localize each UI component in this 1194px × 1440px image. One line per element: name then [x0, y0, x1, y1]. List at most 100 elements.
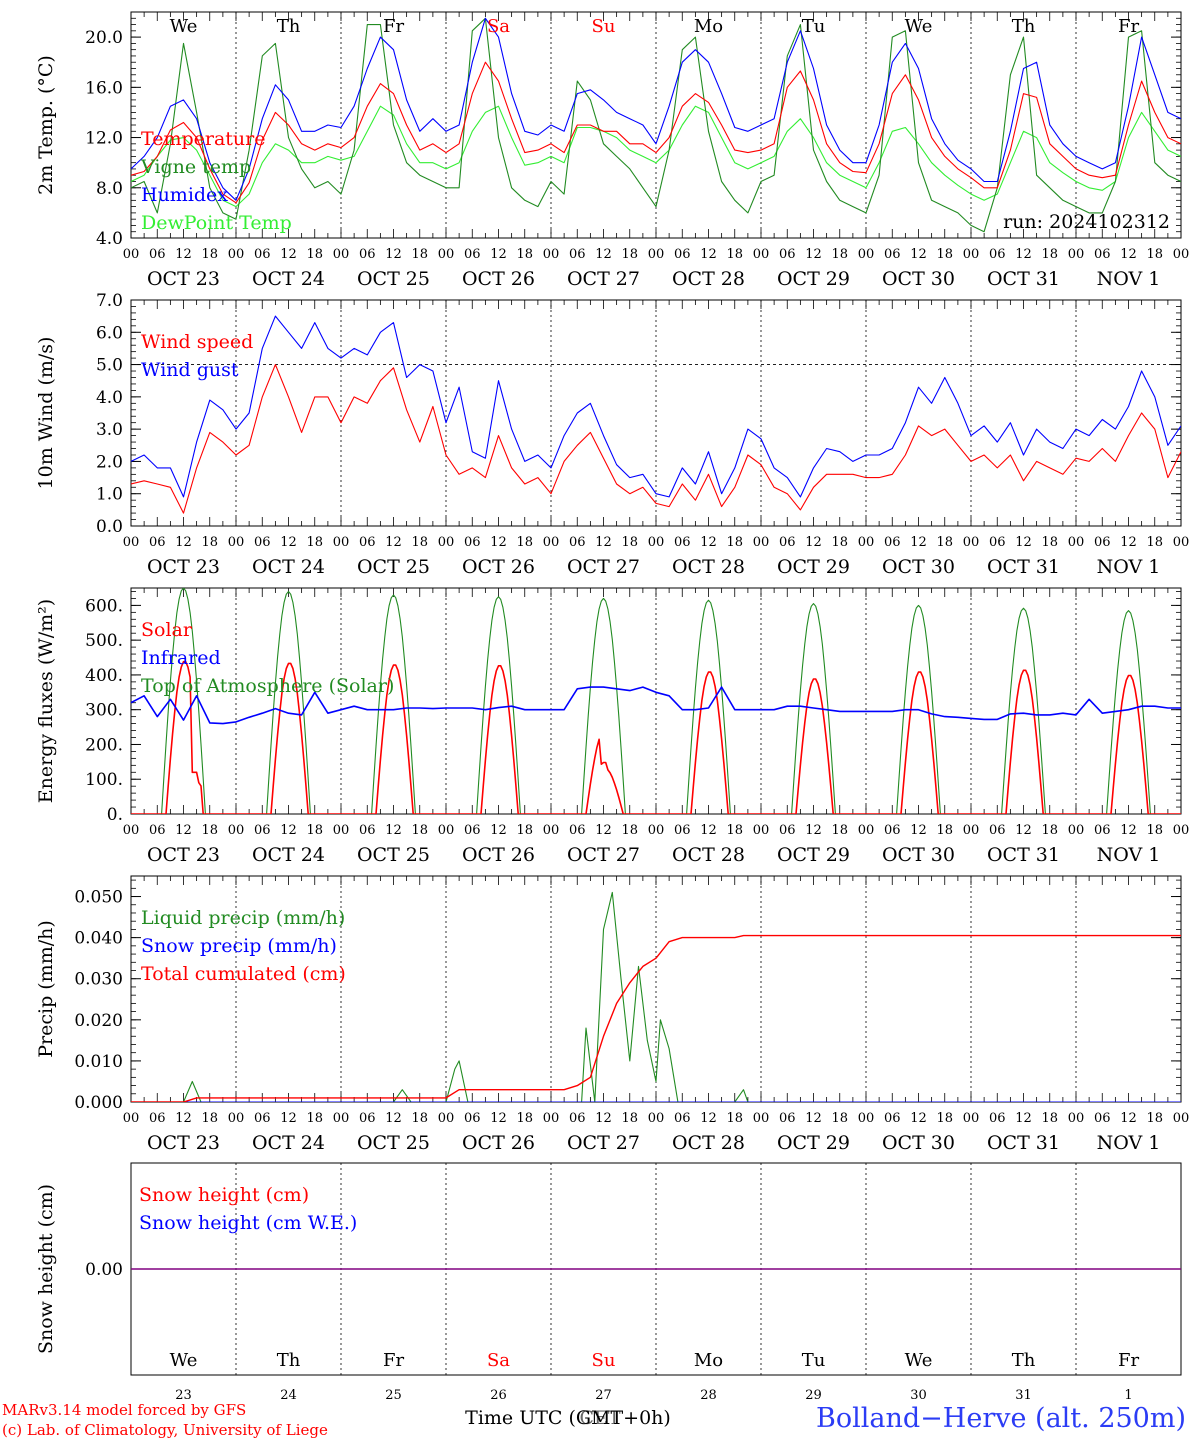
hour-label: 00: [1173, 535, 1190, 550]
series-group: [131, 315, 1181, 514]
hour-label: 12: [910, 1111, 927, 1126]
hour-label: 06: [989, 247, 1006, 262]
hour-label: 18: [621, 1111, 638, 1126]
hour-label: 18: [516, 535, 533, 550]
panel-4: 0.000 0.010 0.020 0.030 0.040 0.050 Precip (mm…: [35, 875, 1189, 1154]
weekday-label: Th: [1012, 1350, 1036, 1371]
hour-label: 12: [385, 823, 402, 838]
weekday-label: Su: [592, 16, 616, 37]
weekday-label: Fr: [1118, 16, 1139, 37]
legend-entry: Infrared: [141, 647, 221, 669]
hour-label: 18: [306, 535, 323, 550]
hour-label: 00: [1068, 823, 1085, 838]
date-label: OCT 27: [567, 844, 640, 866]
legend-entry: Wind speed: [141, 331, 253, 353]
hour-label: 00: [648, 1111, 665, 1126]
hour-label: 06: [149, 247, 166, 262]
hour-label: 06: [149, 1111, 166, 1126]
hour-label: 00: [858, 1111, 875, 1126]
hour-label: 18: [726, 823, 743, 838]
weekday-label: We: [170, 1350, 198, 1371]
day-number-label: 30: [910, 1388, 927, 1403]
hour-label: 06: [464, 247, 481, 262]
y-tick-label: 0.050: [74, 888, 123, 908]
hour-label: 06: [1094, 823, 1111, 838]
date-label: NOV 1: [1097, 844, 1161, 866]
hour-label: 18: [411, 1111, 428, 1126]
series-group: [131, 891, 1181, 1102]
hour-label: 18: [306, 1111, 323, 1126]
hour-label: 06: [569, 823, 586, 838]
panel-1: 4.0 8.0 12.0 16.0 20.0 2m Temp. (°C) 00 06 12 18 0…: [35, 11, 1189, 290]
date-label: OCT 31: [987, 1132, 1060, 1154]
series-line-solar: [131, 660, 1181, 814]
date-label: OCT 26: [462, 556, 535, 578]
hour-label: 12: [490, 1111, 507, 1126]
hour-label: 06: [569, 1111, 586, 1126]
hour-label: 06: [674, 823, 691, 838]
hour-label: 00: [333, 247, 350, 262]
hour-label: 18: [411, 247, 428, 262]
hour-label: 06: [1094, 247, 1111, 262]
legend-entry: Temperature: [141, 128, 265, 150]
weekday-label: Tu: [802, 1350, 826, 1371]
date-label: OCT 26: [462, 1132, 535, 1154]
hour-label: 00: [228, 535, 245, 550]
hour-label: 18: [621, 535, 638, 550]
date-label: OCT 30: [882, 556, 955, 578]
hour-label: 06: [464, 535, 481, 550]
hour-label: 12: [1015, 1111, 1032, 1126]
hour-label: 18: [201, 247, 218, 262]
hour-label: 18: [1146, 823, 1163, 838]
y-axis-title: Precip (mm/h): [35, 920, 57, 1058]
y-tick-label: 16.0: [85, 78, 123, 98]
legend-entry: Top of Atmosphere (Solar): [141, 675, 394, 697]
date-label: OCT 29: [777, 268, 850, 290]
hour-label: 06: [569, 247, 586, 262]
hour-label: 18: [516, 1111, 533, 1126]
date-label: OCT 23: [147, 268, 220, 290]
hour-label: 18: [1146, 535, 1163, 550]
day-number-label: 27: [595, 1388, 612, 1403]
lab-credit: (c) Lab. of Climatology, University of L…: [2, 1421, 328, 1439]
hour-label: 06: [1094, 1111, 1111, 1126]
hour-label: 00: [123, 1111, 140, 1126]
hour-label: 00: [753, 247, 770, 262]
hour-label: 00: [648, 823, 665, 838]
hour-label: 00: [543, 535, 560, 550]
legend-entry: Snow precip (mm/h): [141, 935, 337, 957]
date-label: OCT 28: [672, 1132, 745, 1154]
hour-label: 12: [805, 823, 822, 838]
hour-label: 06: [779, 823, 796, 838]
hour-label: 12: [700, 535, 717, 550]
date-label: OCT 27: [567, 556, 640, 578]
hour-label: 06: [359, 535, 376, 550]
hour-label: 00: [648, 535, 665, 550]
y-tick-label: 0.040: [74, 929, 123, 949]
date-label: OCT 28: [672, 268, 745, 290]
hour-label: 00: [123, 823, 140, 838]
hour-label: 06: [989, 823, 1006, 838]
hour-label: 00: [228, 823, 245, 838]
series-group: [131, 588, 1181, 814]
hour-label: 12: [805, 535, 822, 550]
hour-label: 00: [123, 247, 140, 262]
date-label: OCT 24: [252, 844, 325, 866]
series-line-dewpoint-temp: [131, 105, 1181, 208]
date-label: OCT 24: [252, 556, 325, 578]
hour-label: 12: [805, 1111, 822, 1126]
y-tick-label: 4.0: [96, 229, 123, 249]
hour-label: 18: [831, 823, 848, 838]
hour-label: 06: [464, 1111, 481, 1126]
hour-label: 00: [858, 823, 875, 838]
hour-label: 06: [254, 823, 271, 838]
y-tick-label: 0.010: [74, 1052, 123, 1072]
hour-label: 06: [464, 823, 481, 838]
date-label: OCT 30: [882, 268, 955, 290]
hour-label: 12: [1120, 247, 1137, 262]
plot-frame: [130, 299, 1182, 527]
hour-label: 12: [490, 247, 507, 262]
y-tick-label: 8.0: [96, 179, 123, 199]
y-tick-label: 0.: [107, 805, 123, 825]
hour-label: 12: [910, 247, 927, 262]
